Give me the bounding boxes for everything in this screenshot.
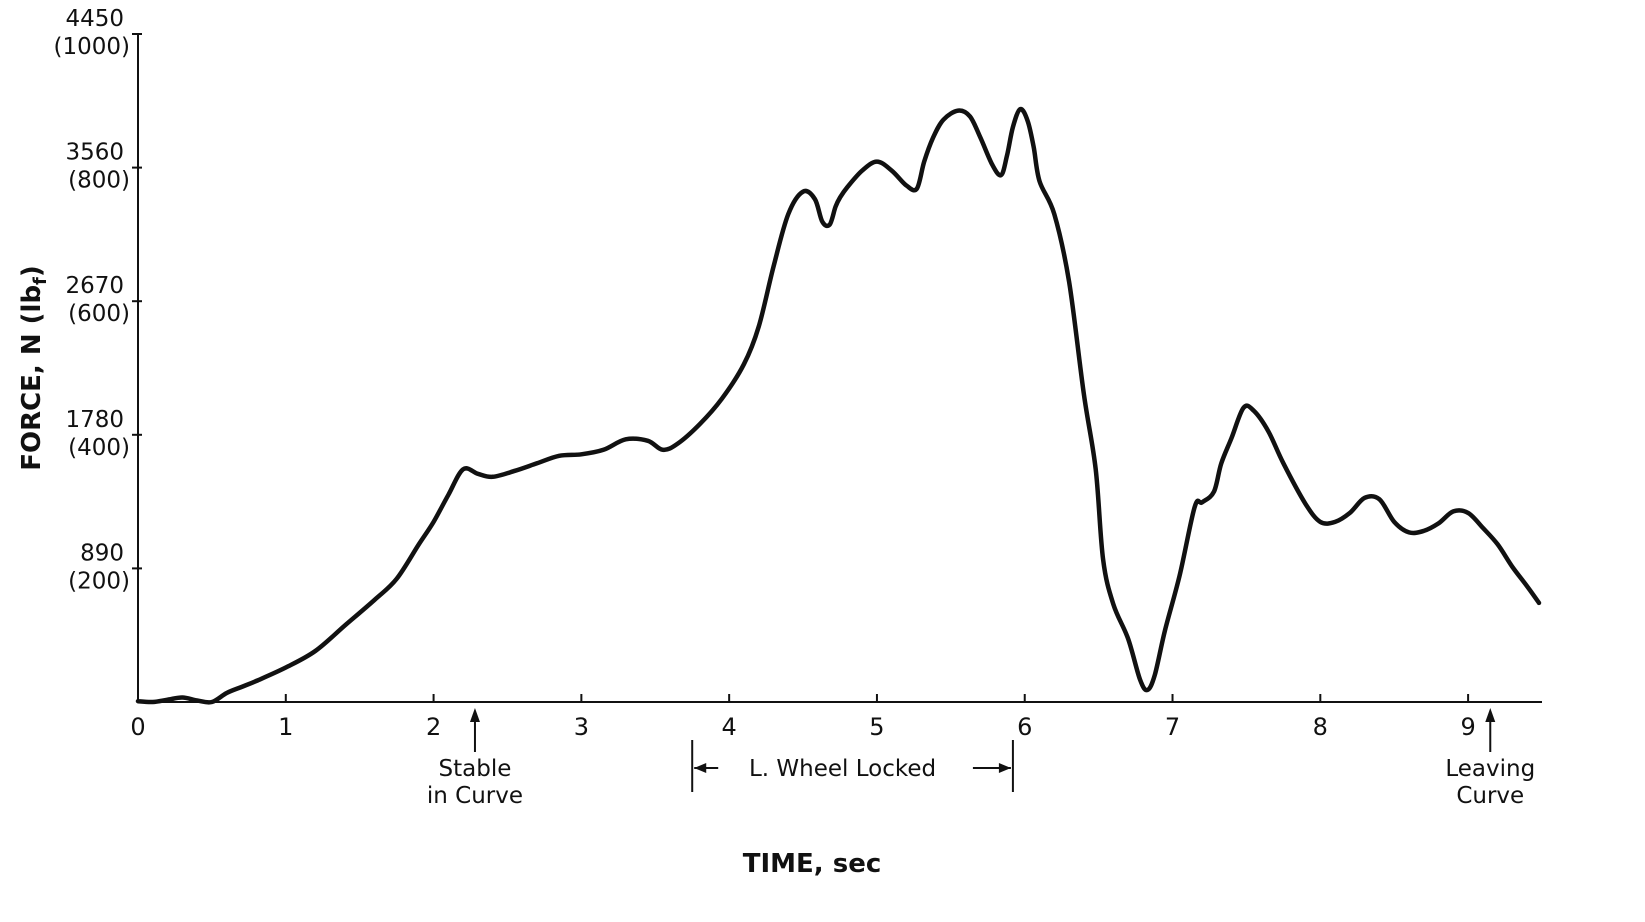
y-tick-label: 3560 (65, 140, 124, 166)
y-axis-title: FORCE, N (lbf) (17, 265, 51, 471)
y-tick-label-lbf: (600) (68, 301, 130, 327)
annotation-label: Curve (1456, 783, 1524, 809)
y-axis-title-main: FORCE, N (lb (17, 285, 47, 471)
y-tick-label: 1780 (65, 407, 124, 433)
x-tick-label: 8 (1313, 713, 1328, 741)
y-tick-label-lbf: (1000) (54, 34, 130, 60)
span-arrowhead-left (694, 763, 707, 773)
annotation-arrowhead (469, 708, 480, 722)
annotation-label: in Curve (427, 783, 523, 809)
x-tick-label: 2 (426, 713, 441, 741)
annotation-label: Stable (439, 756, 512, 782)
y-tick-label: 4450 (65, 6, 124, 32)
x-tick-label: 9 (1460, 713, 1475, 741)
y-axis-title-subscript: f (30, 277, 51, 285)
axes (137, 34, 1542, 703)
y-axis-ticks: 890(200) 1780(400) 2670(600) 3560(800) 4450(… (54, 6, 142, 594)
y-tick-label: 890 (80, 540, 124, 566)
x-tick-label: 3 (574, 713, 589, 741)
y-tick-label-lbf: (400) (68, 435, 130, 461)
x-tick-label: 1 (278, 713, 293, 741)
annotation-arrowhead (1485, 708, 1496, 722)
y-tick-label-lbf: (800) (68, 168, 130, 194)
x-tick-label: 4 (722, 713, 737, 741)
y-tick-label: 2670 (65, 273, 124, 299)
span-arrowhead-right (998, 763, 1011, 773)
x-axis-title: TIME, sec (743, 849, 882, 879)
series-line (135, 106, 1542, 705)
x-axis-ticks: 0 1 2 3 4 5 6 7 8 9 (130, 694, 1476, 741)
x-tick-label: 5 (869, 713, 884, 741)
x-tick-label: 7 (1165, 713, 1180, 741)
span-label: L. Wheel Locked (749, 756, 936, 782)
x-tick-label: 6 (1017, 713, 1032, 741)
x-tick-label: 0 (130, 713, 145, 741)
y-axis-title-close: ) (17, 265, 47, 277)
y-tick-label-lbf: (200) (68, 568, 130, 594)
annotation-label: Leaving (1445, 756, 1535, 782)
